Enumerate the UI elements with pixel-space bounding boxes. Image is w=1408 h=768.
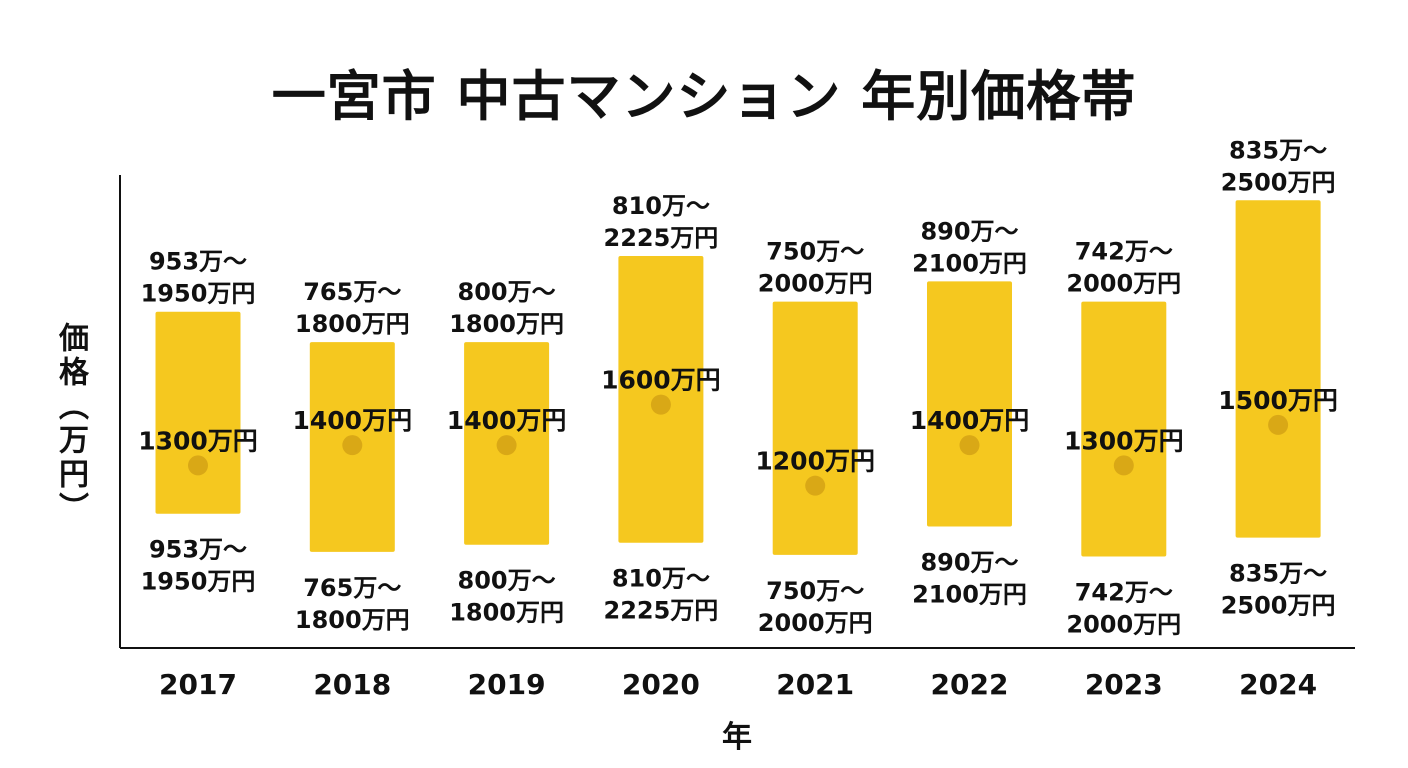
median-dot bbox=[188, 455, 208, 476]
x-tick-label: 2023 bbox=[1085, 668, 1163, 701]
range-label-top: 810万〜 bbox=[612, 192, 710, 220]
x-tick-label: 2024 bbox=[1239, 668, 1317, 701]
range-bar bbox=[1235, 200, 1321, 538]
range-label-bottom: 2000万円 bbox=[758, 609, 873, 637]
median-dot bbox=[959, 435, 980, 456]
range-label-bottom: 2500万円 bbox=[1221, 592, 1336, 620]
range-label-bottom: 953万〜 bbox=[149, 536, 247, 564]
range-label-bottom: 2225万円 bbox=[604, 597, 719, 625]
range-label-bottom: 750万〜 bbox=[766, 577, 864, 605]
range-label-bottom: 890万〜 bbox=[920, 549, 1018, 577]
range-label-top: 890万〜 bbox=[920, 217, 1018, 245]
x-axis-label: 年 bbox=[722, 720, 752, 755]
range-label-bottom: 1950万円 bbox=[141, 568, 256, 596]
range-label-top: 1800万円 bbox=[295, 310, 410, 338]
range-bar bbox=[772, 301, 858, 555]
median-label: 1300万円 bbox=[1064, 426, 1184, 455]
median-label: 1400万円 bbox=[910, 406, 1030, 435]
range-label-top: 835万〜 bbox=[1229, 136, 1327, 164]
range-label-top: 2000万円 bbox=[758, 270, 873, 298]
range-label-top: 1950万円 bbox=[141, 280, 256, 308]
median-dot bbox=[650, 394, 671, 415]
range-label-top: 750万〜 bbox=[766, 238, 864, 266]
range-label-bottom: 742万〜 bbox=[1075, 578, 1173, 606]
range-label-bottom: 1800万円 bbox=[295, 606, 410, 634]
median-dot bbox=[805, 475, 826, 496]
range-label-bottom: 835万〜 bbox=[1229, 560, 1327, 588]
chart-title: 一宮市 中古マンション 年別価格帯 bbox=[271, 65, 1137, 128]
x-tick-label: 2021 bbox=[776, 668, 854, 701]
x-tick-label: 2020 bbox=[622, 668, 700, 701]
range-label-top: 2000万円 bbox=[1066, 270, 1181, 298]
range-label-top: 800万〜 bbox=[458, 278, 556, 306]
range-bar bbox=[155, 311, 241, 514]
x-tick-label: 2022 bbox=[931, 668, 1009, 701]
median-label: 1400万円 bbox=[447, 406, 567, 435]
y-axis-label: 価格（万円） bbox=[53, 322, 88, 526]
median-dot bbox=[342, 435, 363, 456]
range-label-bottom: 765万〜 bbox=[303, 574, 401, 602]
median-dot bbox=[496, 435, 517, 456]
range-label-top: 2500万円 bbox=[1221, 168, 1336, 196]
range-label-bottom: 2000万円 bbox=[1066, 610, 1181, 638]
x-tick-label: 2018 bbox=[313, 668, 391, 701]
median-label: 1300万円 bbox=[138, 426, 258, 455]
range-label-top: 953万〜 bbox=[149, 248, 247, 276]
median-dot bbox=[1113, 455, 1134, 476]
median-label: 1500万円 bbox=[1218, 386, 1338, 415]
range-label-top: 742万〜 bbox=[1075, 238, 1173, 266]
median-label: 1600万円 bbox=[601, 366, 721, 395]
median-dot bbox=[1268, 414, 1289, 435]
range-bar bbox=[1081, 301, 1167, 557]
range-bar bbox=[927, 281, 1012, 527]
range-label-top: 2225万円 bbox=[604, 224, 719, 252]
range-label-top: 765万〜 bbox=[303, 278, 401, 306]
x-tick-label: 2017 bbox=[159, 668, 237, 701]
range-label-top: 1800万円 bbox=[449, 310, 564, 338]
median-label: 1200万円 bbox=[755, 447, 875, 476]
range-label-bottom: 1800万円 bbox=[449, 599, 564, 627]
x-tick-label: 2019 bbox=[468, 668, 546, 701]
range-label-top: 2100万円 bbox=[912, 249, 1027, 277]
median-label: 1400万円 bbox=[293, 406, 413, 435]
range-label-bottom: 2100万円 bbox=[912, 581, 1027, 609]
range-label-bottom: 800万〜 bbox=[458, 567, 556, 595]
range-label-bottom: 810万〜 bbox=[612, 565, 710, 593]
